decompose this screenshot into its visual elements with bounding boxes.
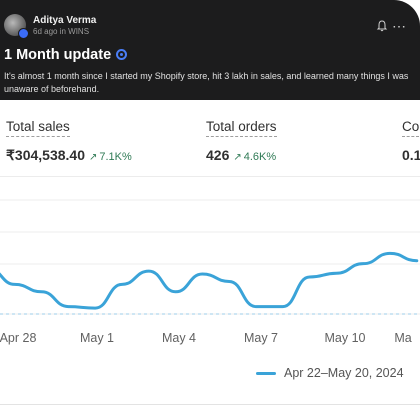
- x-tick-label: May 4: [162, 331, 196, 345]
- post-title: 1 Month update: [4, 47, 128, 63]
- stat-total-sales[interactable]: Total sales ₹304,538.40 ↗ 7.1K%: [6, 118, 132, 164]
- series-line: [0, 251, 419, 310]
- chart-legend[interactable]: Apr 22–May 20, 2024: [256, 366, 404, 380]
- stat-value: 426 ↗ 4.6K%: [206, 147, 277, 163]
- stat-label: Total orders: [206, 119, 277, 137]
- arrow-up-right-icon: ↗: [88, 152, 98, 163]
- more-options-icon[interactable]: ⋯: [392, 18, 406, 34]
- stat-label: Co: [402, 119, 420, 137]
- divider: [0, 404, 420, 405]
- pin-icon: [116, 48, 128, 60]
- sales-chart: Apr 28 May 1 May 4 May 7 May 10 Ma: [0, 199, 420, 345]
- stat-change: ↗ 4.6K%: [233, 151, 277, 163]
- stat-change: ↗ 7.1K%: [88, 151, 132, 163]
- stat-label: Total sales: [6, 119, 70, 137]
- stat-value: ₹304,538.40 ↗ 7.1K%: [6, 147, 132, 163]
- post-body: It's almost 1 month since I started my S…: [4, 71, 409, 94]
- x-tick-label: May 1: [80, 331, 114, 345]
- post-meta: 6d ago in WINS: [33, 27, 90, 36]
- x-tick-label: Ma: [394, 331, 411, 345]
- legend-swatch: [256, 372, 276, 376]
- post-author[interactable]: Aditya Verma: [33, 15, 97, 26]
- arrow-up-right-icon: ↗: [233, 152, 242, 163]
- post-overlay: Aditya Verma 6d ago in WINS ⋯ 1 Month up…: [0, 0, 420, 100]
- avatar-badge-icon: [18, 28, 29, 39]
- stat-third-cut[interactable]: Co 0.1: [402, 118, 420, 163]
- x-tick-label: May 10: [325, 331, 366, 345]
- stat-total-orders[interactable]: Total orders 426 ↗ 4.6K%: [206, 118, 277, 163]
- stat-value: 0.1: [402, 147, 420, 163]
- x-tick-label: May 7: [244, 331, 278, 345]
- bell-icon[interactable]: [376, 20, 388, 32]
- divider: [0, 176, 420, 177]
- x-tick-label: Apr 28: [0, 331, 36, 345]
